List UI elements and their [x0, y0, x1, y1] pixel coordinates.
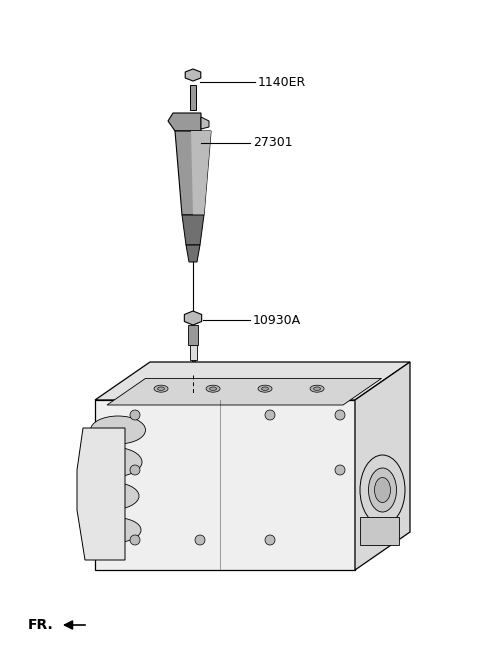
Ellipse shape — [374, 478, 391, 503]
Ellipse shape — [82, 447, 142, 477]
Circle shape — [335, 465, 345, 475]
Polygon shape — [107, 378, 382, 405]
Polygon shape — [191, 131, 211, 215]
Circle shape — [130, 410, 140, 420]
Circle shape — [335, 410, 345, 420]
Polygon shape — [168, 113, 201, 131]
Ellipse shape — [206, 385, 220, 392]
Ellipse shape — [360, 455, 405, 525]
Polygon shape — [185, 69, 201, 81]
Bar — [190, 85, 196, 110]
Polygon shape — [186, 245, 200, 262]
Polygon shape — [95, 362, 410, 400]
Bar — [192, 360, 194, 375]
Circle shape — [130, 465, 140, 475]
Ellipse shape — [310, 385, 324, 392]
Ellipse shape — [154, 385, 168, 392]
Polygon shape — [175, 131, 211, 215]
Polygon shape — [95, 400, 355, 570]
Ellipse shape — [157, 387, 165, 390]
Text: FR.: FR. — [28, 618, 54, 632]
Ellipse shape — [313, 387, 321, 390]
Polygon shape — [355, 362, 410, 570]
Polygon shape — [77, 428, 125, 560]
Circle shape — [130, 535, 140, 545]
Ellipse shape — [89, 518, 141, 543]
Ellipse shape — [210, 387, 216, 390]
Bar — [190, 345, 196, 360]
Ellipse shape — [369, 468, 396, 512]
Ellipse shape — [258, 385, 272, 392]
Bar — [188, 325, 198, 345]
Bar — [360, 517, 398, 545]
Ellipse shape — [91, 416, 145, 444]
Polygon shape — [182, 215, 204, 245]
Text: 27301: 27301 — [253, 137, 293, 150]
Ellipse shape — [81, 482, 139, 510]
Circle shape — [265, 410, 275, 420]
Circle shape — [265, 535, 275, 545]
Polygon shape — [184, 311, 202, 325]
Circle shape — [195, 535, 205, 545]
Polygon shape — [201, 117, 209, 129]
Text: 10930A: 10930A — [253, 313, 301, 327]
Ellipse shape — [262, 387, 268, 390]
Text: 1140ER: 1140ER — [258, 76, 306, 89]
